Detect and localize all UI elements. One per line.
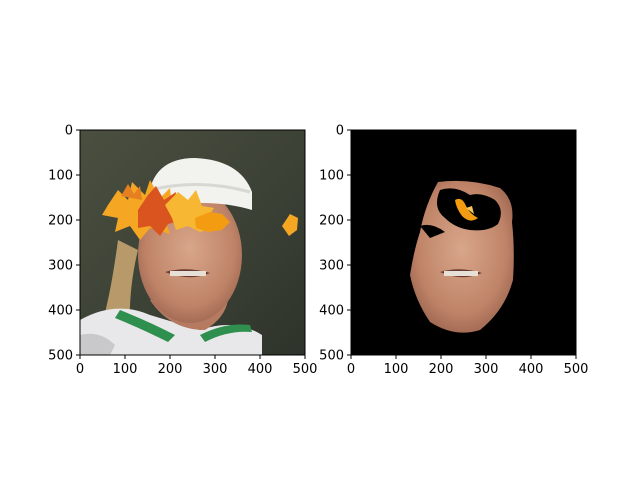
right-xtick-label: 0 bbox=[347, 362, 355, 377]
left-ytick-label: 100 bbox=[48, 169, 73, 184]
right-axes-frame bbox=[350, 129, 577, 356]
left-ytick-label: 0 bbox=[65, 124, 73, 139]
right-xtick-label: 500 bbox=[564, 362, 589, 377]
right-xtick-label: 200 bbox=[429, 362, 454, 377]
right-ytick-label: 200 bbox=[319, 214, 344, 229]
leaf-cluster bbox=[102, 180, 230, 240]
right-ytick-label: 500 bbox=[319, 349, 344, 364]
right-mask bbox=[351, 130, 576, 355]
left-ytick-label: 400 bbox=[48, 304, 73, 319]
small-leaf bbox=[282, 214, 298, 236]
left-ytick-label: 500 bbox=[48, 349, 73, 364]
right-xtick-label: 400 bbox=[519, 362, 544, 377]
left-xtick-label: 0 bbox=[76, 362, 84, 377]
left-xtick-label: 100 bbox=[113, 362, 138, 377]
right-ytick-label: 400 bbox=[319, 304, 344, 319]
left-ytick-label: 300 bbox=[48, 259, 73, 274]
right-ytick-label: 0 bbox=[336, 124, 344, 139]
left-axes-frame bbox=[79, 129, 306, 356]
right-ytick-label: 300 bbox=[319, 259, 344, 274]
right-ytick-label: 100 bbox=[319, 169, 344, 184]
left-ytick-label: 200 bbox=[48, 214, 73, 229]
left-xtick-label: 400 bbox=[248, 362, 273, 377]
left-photo bbox=[80, 130, 305, 355]
left-xtick-label: 500 bbox=[293, 362, 318, 377]
right-xtick-label: 100 bbox=[384, 362, 409, 377]
left-xtick-label: 200 bbox=[158, 362, 183, 377]
left-xtick-label: 300 bbox=[203, 362, 228, 377]
right-xtick-label: 300 bbox=[474, 362, 499, 377]
